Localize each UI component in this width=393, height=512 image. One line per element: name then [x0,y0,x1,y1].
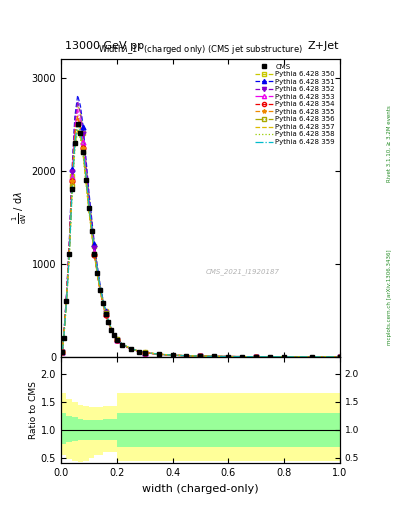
CMS [212,353,217,359]
CMS [112,332,116,338]
CMS [70,186,74,193]
Text: mcplots.cern.ch [arXiv:1306.3436]: mcplots.cern.ch [arXiv:1306.3436] [387,249,391,345]
CMS [78,131,83,137]
CMS [170,352,175,358]
Y-axis label: $\frac{1}{\mathrm{d}N}$ / $\mathrm{d}\lambda$: $\frac{1}{\mathrm{d}N}$ / $\mathrm{d}\la… [10,191,29,224]
CMS [75,121,80,127]
CMS [120,342,125,348]
CMS [114,337,119,343]
Legend: CMS, Pythia 6.428 350, Pythia 6.428 351, Pythia 6.428 352, Pythia 6.428 353, Pyt: CMS, Pythia 6.428 350, Pythia 6.428 351,… [254,62,336,146]
CMS [106,319,111,326]
CMS [156,351,161,357]
CMS [142,350,147,356]
CMS [92,251,97,258]
CMS [81,149,86,155]
Y-axis label: Ratio to CMS: Ratio to CMS [29,381,38,439]
CMS [338,354,342,360]
CMS [109,327,114,333]
CMS [73,140,77,146]
Line: CMS: CMS [60,122,342,359]
CMS [67,251,72,258]
Text: 13000 GeV pp: 13000 GeV pp [65,41,144,51]
Text: Rivet 3.1.10, ≥ 3.2M events: Rivet 3.1.10, ≥ 3.2M events [387,105,391,182]
CMS [226,353,231,359]
X-axis label: width (charged-only): width (charged-only) [142,484,259,494]
Title: Width$\lambda\_1^1$ (charged only) (CMS jet substructure): Width$\lambda\_1^1$ (charged only) (CMS … [98,43,303,57]
CMS [60,349,65,355]
CMS [61,335,66,342]
CMS [240,354,244,360]
CMS [95,270,99,276]
CMS [282,354,286,360]
CMS [268,354,273,360]
CMS [64,298,69,304]
CMS [254,354,259,360]
CMS [103,311,108,317]
Text: Z+Jet: Z+Jet [307,41,339,51]
CMS [310,354,314,360]
CMS [84,177,88,183]
CMS [128,346,133,352]
CMS [198,353,203,359]
CMS [89,228,94,234]
Text: CMS_2021_I1920187: CMS_2021_I1920187 [206,268,280,275]
CMS [184,353,189,359]
CMS [137,349,141,355]
CMS [101,300,105,306]
CMS [97,287,102,293]
CMS [86,205,91,211]
